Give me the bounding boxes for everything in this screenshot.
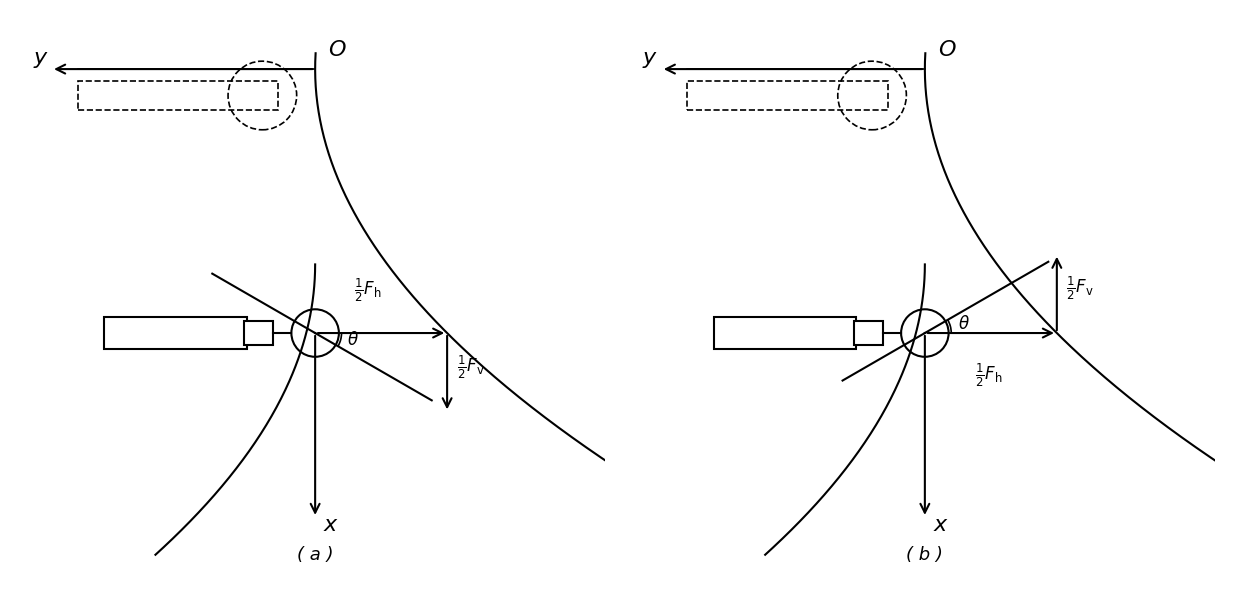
Text: $\frac{1}{2}F_{\mathrm{h}}$: $\frac{1}{2}F_{\mathrm{h}}$ xyxy=(975,362,1002,390)
Bar xyxy=(687,81,888,110)
Text: $\theta$: $\theta$ xyxy=(347,331,358,348)
Text: $O$: $O$ xyxy=(329,40,347,60)
Bar xyxy=(853,322,883,345)
Text: ( b ): ( b ) xyxy=(906,546,944,564)
Text: $y$: $y$ xyxy=(32,50,48,70)
Bar xyxy=(78,81,278,110)
Bar xyxy=(104,317,247,349)
Bar xyxy=(244,322,273,345)
Text: $\frac{1}{2}F_{\mathrm{v}}$: $\frac{1}{2}F_{\mathrm{v}}$ xyxy=(1066,275,1094,302)
Text: $\theta$: $\theta$ xyxy=(957,315,970,333)
Text: $x$: $x$ xyxy=(324,515,339,535)
Text: $\frac{1}{2}F_{\mathrm{h}}$: $\frac{1}{2}F_{\mathrm{h}}$ xyxy=(355,277,382,304)
Text: $O$: $O$ xyxy=(937,40,957,60)
Text: $x$: $x$ xyxy=(932,515,949,535)
Bar xyxy=(714,317,857,349)
Text: ( a ): ( a ) xyxy=(296,546,334,564)
Text: $y$: $y$ xyxy=(642,50,658,70)
Text: $\frac{1}{2}F_{\mathrm{v}}$: $\frac{1}{2}F_{\mathrm{v}}$ xyxy=(456,354,484,381)
